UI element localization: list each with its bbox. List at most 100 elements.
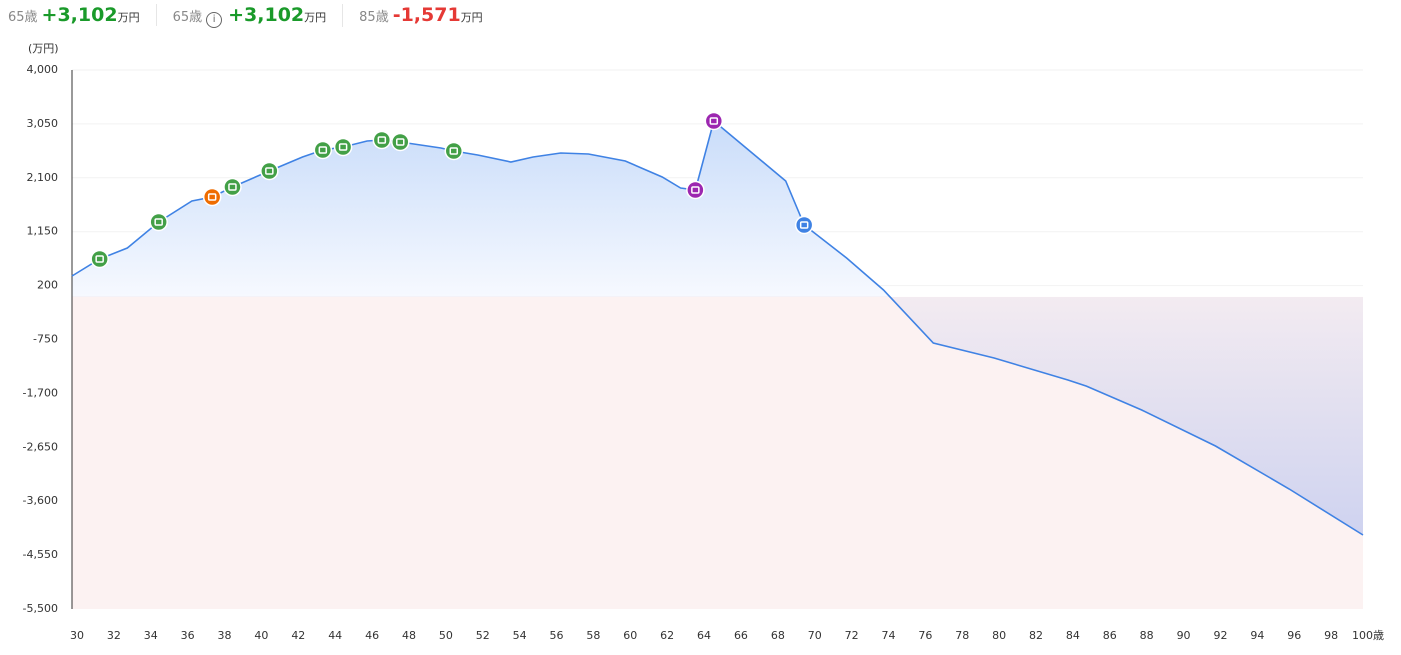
x-tick-label: 76 — [918, 629, 932, 642]
x-tick-label: 82 — [1029, 629, 1043, 642]
x-tick-label: 80 — [992, 629, 1006, 642]
summary-item: 65歳 +3,102 万円 — [8, 4, 157, 26]
event-glyph — [377, 136, 387, 144]
event-glyph — [449, 147, 459, 155]
x-tick-label: 32 — [107, 629, 121, 642]
y-tick-label: -2,650 — [23, 440, 58, 453]
event-dot — [333, 137, 353, 157]
event-glyph — [228, 183, 237, 191]
event-dot — [202, 187, 222, 207]
x-tick-label: 92 — [1213, 629, 1227, 642]
event-dot — [260, 161, 279, 181]
event-dot — [223, 177, 242, 197]
event-marker — [149, 212, 168, 232]
event-glyph — [207, 193, 217, 201]
event-marker — [444, 141, 464, 161]
event-marker — [686, 180, 705, 200]
y-tick-label: -3,600 — [23, 494, 58, 507]
event-marker — [313, 140, 333, 160]
event-marker — [794, 215, 814, 235]
x-tick-label: 96 — [1287, 629, 1301, 642]
event-glyph — [709, 117, 719, 125]
summary-unit: 万円 — [460, 11, 483, 24]
y-tick-label: 200 — [37, 279, 58, 292]
y-tick-label: 3,050 — [27, 117, 59, 130]
summary-item: 65歳 i +3,102 万円 — [172, 4, 344, 28]
x-tick-label: 100歳 — [1352, 629, 1384, 642]
y-tick-label: -5,500 — [23, 602, 58, 615]
x-tick-label: 64 — [697, 629, 711, 642]
event-dot — [704, 111, 724, 131]
event-glyph — [799, 221, 809, 229]
x-tick-label: 30 — [70, 629, 84, 642]
x-tick-label: 40 — [254, 629, 268, 642]
x-tick-label: 36 — [181, 629, 195, 642]
y-tick-label: 2,100 — [27, 171, 59, 184]
y-tick-label: 4,000 — [27, 63, 59, 76]
event-marker — [202, 187, 222, 207]
info-icon: i — [206, 12, 223, 28]
y-tick-label: 1,150 — [27, 225, 59, 238]
x-tick-label: 62 — [660, 629, 674, 642]
y-tick-label: -4,550 — [23, 548, 58, 561]
x-tick-label: 42 — [291, 629, 305, 642]
event-dot — [372, 130, 392, 150]
x-tick-label: 72 — [845, 629, 859, 642]
event-marker — [391, 132, 410, 152]
event-glyph — [396, 138, 405, 146]
event-marker — [704, 111, 724, 131]
summary-value: +3,102 — [228, 4, 305, 26]
x-tick-label: 70 — [808, 629, 822, 642]
x-tick-label: 66 — [734, 629, 748, 642]
y-unit-label: (万円) — [28, 42, 59, 55]
x-tick-label: 52 — [476, 629, 490, 642]
event-glyph — [338, 143, 348, 151]
x-tick-label: 68 — [771, 629, 785, 642]
x-tick-label: 54 — [513, 629, 527, 642]
x-tick-label: 78 — [955, 629, 969, 642]
x-tick-label: 38 — [218, 629, 232, 642]
x-tick-label: 58 — [586, 629, 600, 642]
summary-label: 85歳 — [359, 10, 389, 25]
x-tick-label: 46 — [365, 629, 379, 642]
y-tick-label: -1,700 — [23, 386, 58, 399]
event-dot — [149, 212, 168, 232]
x-tick-label: 90 — [1177, 629, 1191, 642]
x-tick-label: 56 — [550, 629, 564, 642]
x-tick-label: 50 — [439, 629, 453, 642]
summary-unit: 万円 — [304, 11, 327, 24]
x-tick-label: 60 — [623, 629, 637, 642]
summary-label: 65歳 — [8, 10, 38, 25]
event-marker — [90, 249, 109, 269]
summary-item: 85歳 -1,571 万円 — [359, 4, 499, 26]
event-glyph — [95, 255, 104, 263]
event-glyph — [265, 167, 274, 175]
x-tick-label: 98 — [1324, 629, 1338, 642]
summary-unit: 万円 — [117, 11, 140, 24]
summary-label: 65歳 — [172, 10, 203, 25]
event-glyph — [154, 218, 163, 226]
event-dot — [313, 140, 333, 160]
x-tick-label: 84 — [1066, 629, 1080, 642]
event-dot — [391, 132, 410, 152]
event-dot — [444, 141, 464, 161]
x-tick-label: 48 — [402, 629, 416, 642]
event-glyph — [318, 146, 328, 154]
x-tick-label: 44 — [328, 629, 342, 642]
event-marker — [260, 161, 279, 181]
event-dot — [90, 249, 109, 269]
area — [72, 121, 1363, 535]
event-glyph — [691, 186, 700, 194]
x-tick-label: 88 — [1140, 629, 1154, 642]
summary-value: -1,571 — [392, 4, 461, 26]
x-tick-label: 34 — [144, 629, 158, 642]
event-marker — [223, 177, 242, 197]
summary-value: +3,102 — [41, 4, 118, 26]
event-marker — [333, 137, 353, 157]
x-tick-label: 86 — [1103, 629, 1117, 642]
event-dot — [686, 180, 705, 200]
y-tick-label: -750 — [33, 333, 58, 346]
event-dot — [794, 215, 814, 235]
